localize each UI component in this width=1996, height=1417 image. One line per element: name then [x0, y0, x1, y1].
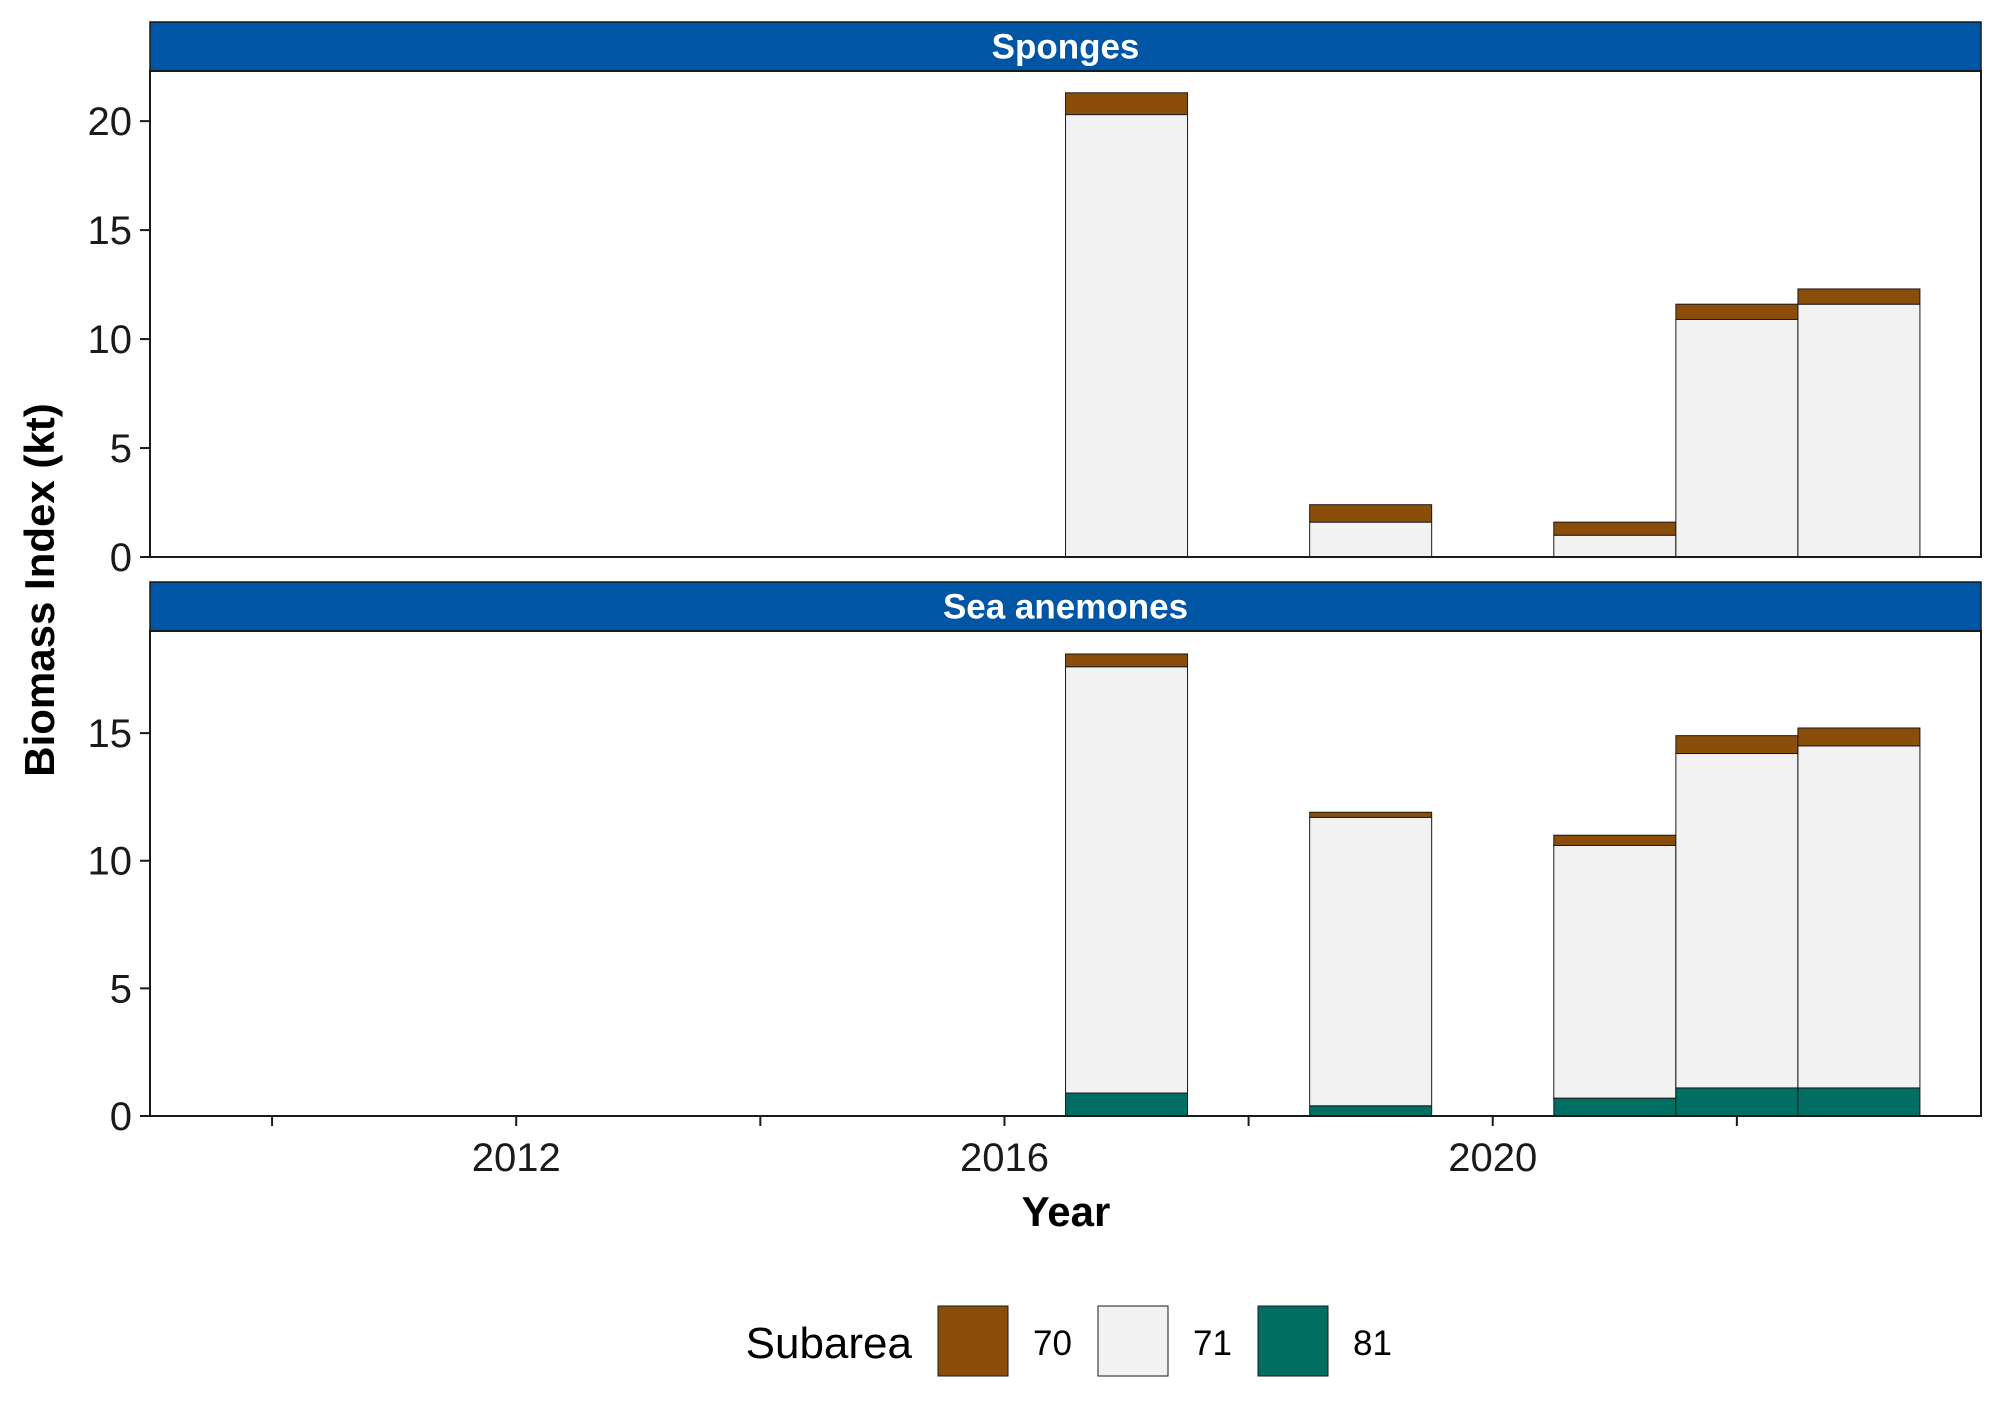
legend-key-81 [1257, 1305, 1329, 1377]
bar-segment-81 [1553, 1097, 1677, 1117]
bar-segment-70 [1309, 504, 1433, 523]
y-tick-label: 10 [88, 318, 133, 362]
legend-label-71: 71 [1193, 1324, 1232, 1363]
bar-segment-71 [1065, 114, 1189, 558]
bar-segment-71 [1065, 666, 1189, 1094]
bar-segment-71 [1797, 303, 1921, 558]
bar-segment-71 [1797, 745, 1921, 1089]
panel-border [149, 630, 1982, 1117]
bar-segment-70 [1309, 811, 1433, 818]
panel-strip [149, 581, 1982, 632]
legend-label-70: 70 [1033, 1324, 1072, 1363]
bar-segment-71 [1309, 816, 1433, 1107]
x-tick-label: 2016 [960, 1136, 1049, 1180]
panel-strip-title: Sponges [992, 28, 1140, 67]
y-tick-label: 20 [88, 100, 133, 144]
bar-segment-70 [1797, 727, 1921, 747]
bar-segment-81 [1309, 1105, 1433, 1117]
bar-segment-70 [1065, 92, 1189, 116]
bar-segment-71 [1675, 753, 1799, 1089]
y-tick-label: 10 [88, 840, 133, 884]
y-tick-label: 15 [88, 712, 133, 756]
bar-segment-81 [1065, 1092, 1189, 1117]
y-tick-label: 15 [88, 209, 133, 253]
bar-segment-70 [1553, 521, 1677, 536]
panel-strip [149, 21, 1982, 72]
bar-segment-71 [1553, 844, 1677, 1099]
legend-label-81: 81 [1353, 1324, 1392, 1363]
bar-segment-70 [1797, 288, 1921, 305]
y-tick-label: 0 [110, 1095, 132, 1139]
panel-border [149, 70, 1982, 558]
x-tick-label: 2012 [472, 1136, 561, 1180]
x-axis-title: Year [1022, 1188, 1111, 1235]
panel-strip-title: Sea anemones [943, 588, 1188, 627]
y-axis-title: Biomass Index (kt) [16, 403, 63, 776]
bar-segment-71 [1553, 534, 1677, 558]
bar-segment-81 [1797, 1087, 1921, 1117]
x-tick-label: 2020 [1448, 1136, 1537, 1180]
legend-key-71 [1097, 1305, 1169, 1377]
bar-segment-70 [1675, 735, 1799, 755]
bar-segment-70 [1675, 303, 1799, 320]
bar-segment-71 [1675, 318, 1799, 558]
bar-segment-81 [1675, 1087, 1799, 1117]
legend-title: Subarea [746, 1319, 913, 1368]
y-tick-label: 0 [110, 536, 132, 580]
bar-segment-70 [1065, 653, 1189, 668]
bar-segment-71 [1309, 521, 1433, 558]
bar-segment-70 [1553, 834, 1677, 846]
legend-key-70 [937, 1305, 1009, 1377]
y-tick-label: 5 [110, 427, 132, 471]
y-tick-label: 5 [110, 967, 132, 1011]
